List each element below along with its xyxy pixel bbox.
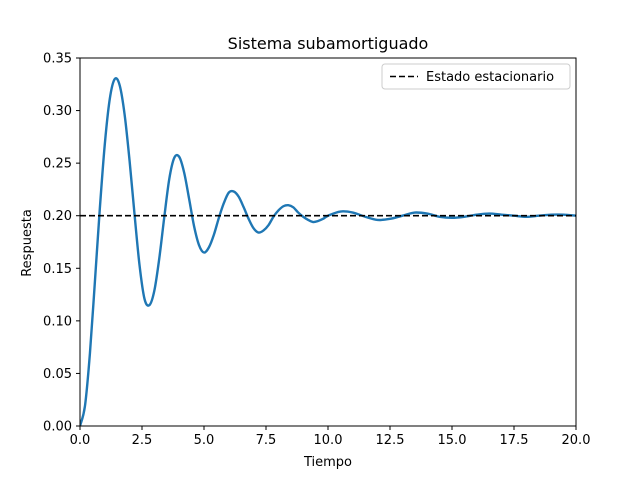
y-tick-label: 0.10 bbox=[43, 314, 72, 329]
x-tick-label: 12.5 bbox=[376, 433, 405, 448]
y-tick-label: 0.25 bbox=[43, 157, 72, 172]
y-tick-label: 0.30 bbox=[43, 104, 72, 119]
y-tick-label: 0.15 bbox=[43, 262, 72, 277]
x-tick-label: 17.5 bbox=[500, 433, 529, 448]
y-tick-label: 0.00 bbox=[43, 420, 72, 435]
y-axis-label: Respuesta bbox=[20, 209, 35, 277]
y-tick-label: 0.35 bbox=[43, 52, 72, 67]
x-tick-label: 20.0 bbox=[562, 433, 591, 448]
x-axis-label: Tiempo bbox=[303, 455, 352, 470]
x-tick-label: 15.0 bbox=[438, 433, 467, 448]
x-tick-label: 2.5 bbox=[132, 433, 153, 448]
x-tick-label: 5.0 bbox=[194, 433, 215, 448]
y-tick-label: 0.20 bbox=[43, 209, 72, 224]
x-tick-label: 7.5 bbox=[256, 433, 277, 448]
legend: Estado estacionario bbox=[381, 63, 571, 90]
response-line bbox=[80, 77, 576, 426]
x-tick-label: 10.0 bbox=[314, 433, 343, 448]
y-tick-label: 0.05 bbox=[43, 367, 72, 382]
x-tick-label: 0.0 bbox=[70, 433, 91, 448]
legend-entry-label: Estado estacionario bbox=[426, 70, 554, 85]
chart-title: Sistema subamortiguado bbox=[228, 34, 429, 53]
x-axis: 0.0 2.5 5.0 7.5 10.0 12.5 15.0 17.5 20.0 bbox=[70, 426, 591, 448]
y-axis: 0.00 0.05 0.10 0.15 0.20 0.25 0.30 0.35 bbox=[43, 52, 80, 435]
legend-box bbox=[381, 63, 571, 90]
